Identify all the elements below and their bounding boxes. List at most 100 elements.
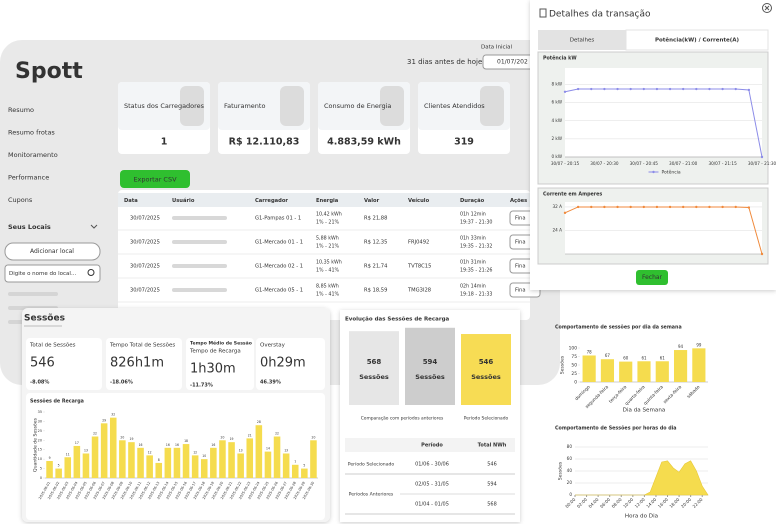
bar: [273, 436, 281, 478]
point: [563, 90, 567, 93]
add-local[interactable]: [4, 242, 101, 261]
series-line: [564, 88, 763, 158]
kpi-image: [280, 86, 304, 126]
point: [642, 205, 645, 209]
data-label: 67: [605, 353, 611, 358]
point: [695, 87, 698, 91]
kpi-value: 0h29m: [260, 356, 306, 371]
point: [760, 155, 764, 159]
table: [118, 190, 530, 320]
y-tick-label: 24 A: [552, 227, 562, 232]
point: [603, 87, 606, 91]
kpi-label: Tempo Total de Sessões: [109, 343, 175, 349]
table-header-cell: Veículo: [408, 197, 430, 204]
cell: 01h 12min: [460, 212, 486, 218]
cell: 02h 14min: [460, 284, 486, 290]
bar: [600, 359, 615, 382]
y-tick-label: 60: [567, 456, 573, 461]
cell: 8,85 kWh: [316, 284, 339, 290]
y-tick-label: 0: [569, 492, 572, 497]
data-label: 22: [275, 432, 279, 436]
x-tick-label: 30/07 - 20:15: [551, 161, 580, 166]
y-axis-label: Sessões: [560, 355, 566, 374]
data-label: 60: [623, 356, 629, 361]
chart-title: Potência kW: [543, 55, 577, 62]
blur: [172, 240, 227, 244]
data-label: 16: [211, 443, 215, 447]
cell: 10,42 kWh: [316, 212, 342, 218]
point: [603, 205, 606, 209]
x-tick-label: 30/07 - 21:00: [669, 161, 698, 166]
locals-title: Seus Locais: [8, 223, 51, 231]
cell: 30/07/2025: [130, 288, 160, 294]
x-axis-label: Dia da Semana: [623, 408, 666, 414]
kpi-card: [186, 338, 254, 390]
bar: [461, 334, 511, 405]
point: [747, 88, 751, 92]
point: [668, 205, 672, 209]
data-label: 8: [158, 458, 160, 462]
bar-unit: Sessões: [359, 373, 389, 381]
point: [642, 87, 645, 91]
kpi-value: 4.883,59 kWh: [327, 137, 401, 148]
data-label: 19: [130, 437, 134, 441]
x-tick-label: 16:00: [657, 497, 669, 509]
group-label: Comparação com períodos anteriores: [361, 415, 444, 422]
bar-unit: Sessões: [415, 373, 445, 381]
cell: 1% - 21%: [316, 220, 339, 226]
table-header-cell: Valor: [364, 198, 380, 204]
bar: [119, 440, 126, 478]
bar: [200, 459, 208, 478]
kpi-image: [380, 86, 404, 126]
x-tick-label: 10:00: [622, 497, 634, 509]
blur: [172, 288, 227, 292]
y-tick-label: 40: [567, 468, 573, 473]
search[interactable]: [4, 264, 101, 283]
nav-item: Resumo frotas: [8, 129, 55, 137]
tab[interactable]: [538, 30, 626, 50]
data-label: 13: [84, 448, 88, 452]
period-header-cell: Período: [421, 442, 443, 449]
cell: 1% - 41%: [316, 268, 339, 274]
group-label: Período Selecionado: [464, 415, 509, 422]
y-tick-label: 0: [40, 476, 42, 480]
bar: [405, 327, 455, 405]
point: [590, 205, 593, 209]
chart-title: Evolução das Sessões de Recarga: [345, 317, 450, 323]
modal-title: Detalhes da transação: [549, 10, 651, 20]
data-label: 13: [284, 448, 288, 452]
point: [616, 205, 619, 209]
area: [575, 460, 709, 496]
cell: 30/07/2025: [130, 264, 160, 270]
action-label: Fina: [515, 240, 526, 246]
x-axis-label: Hora do Dia: [625, 514, 658, 520]
x-tick-label: 08:00: [611, 497, 623, 509]
kpi-card: [256, 338, 325, 390]
table-header-cell: Usuário: [172, 197, 195, 204]
y-tick-label: 4 kW: [551, 118, 562, 123]
data-label: 61: [641, 355, 647, 360]
bar-value: 568: [367, 358, 382, 366]
data-label: 5: [303, 464, 305, 468]
close-button[interactable]: [636, 270, 668, 285]
kpi-card: [26, 338, 102, 390]
bar: [291, 464, 299, 478]
data-label: 19: [230, 437, 234, 441]
tab[interactable]: [625, 29, 769, 51]
table-header-cell: Data: [124, 198, 138, 204]
kpi-label: Tempo de Recarga: [189, 349, 241, 355]
period-header: [345, 438, 515, 452]
plot-bg: [565, 68, 762, 157]
cell: 01h 31min: [460, 260, 486, 266]
tab-label: Potência(kW) / Corrente(A): [655, 37, 740, 44]
chart-title: Comportamento de sessões por dia da sema…: [555, 325, 682, 331]
y-tick-label: 35: [38, 410, 42, 414]
period-cell: 02/05 - 31/05: [415, 482, 449, 488]
x-tick-label: 30/07 - 21:30: [748, 161, 776, 166]
export-button[interactable]: [120, 170, 190, 188]
y-tick-label: 0 kW: [551, 154, 562, 159]
data-label: 21: [248, 433, 252, 437]
action-label: Fina: [515, 288, 526, 294]
bar: [210, 447, 217, 478]
cell: 19:35 - 21:32: [460, 244, 492, 250]
